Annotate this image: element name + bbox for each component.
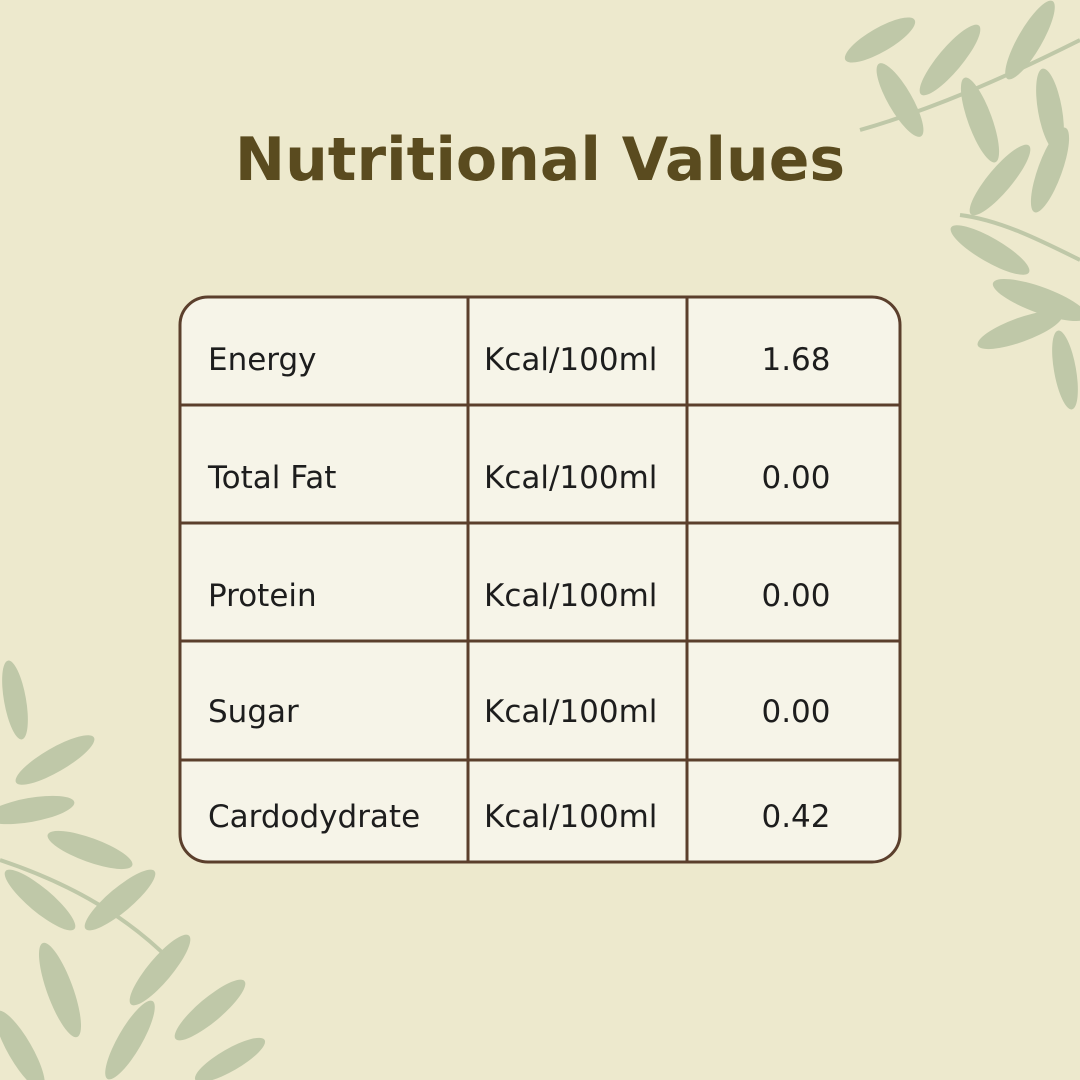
unit-cell: Kcal/100ml: [484, 578, 658, 614]
leaves-bottom-left: [0, 660, 266, 1080]
nutrient-cell: Cardodydrate: [208, 799, 421, 835]
unit-cell: Kcal/100ml: [484, 799, 658, 835]
amount-cell: 0.00: [761, 694, 831, 730]
nutrient-cell: Energy: [208, 342, 317, 378]
table-frame: [178, 295, 902, 864]
unit-cell: Kcal/100ml: [484, 460, 658, 496]
nutrient-cell: Protein: [208, 578, 317, 614]
amount-cell: 1.68: [761, 342, 831, 378]
nutrient-cell: Sugar: [208, 694, 299, 730]
amount-cell: 0.42: [761, 799, 831, 835]
leaves-top-right: [844, 0, 1080, 410]
table-grid: [180, 297, 900, 862]
title: Nutritional Values: [234, 125, 846, 195]
amount-cell: 0.00: [761, 460, 831, 496]
unit-cell: Kcal/100ml: [484, 342, 658, 378]
amount-cell: 0.00: [761, 578, 831, 614]
unit-cell: Kcal/100ml: [484, 694, 658, 730]
nutrient-cell: Total Fat: [208, 460, 337, 496]
